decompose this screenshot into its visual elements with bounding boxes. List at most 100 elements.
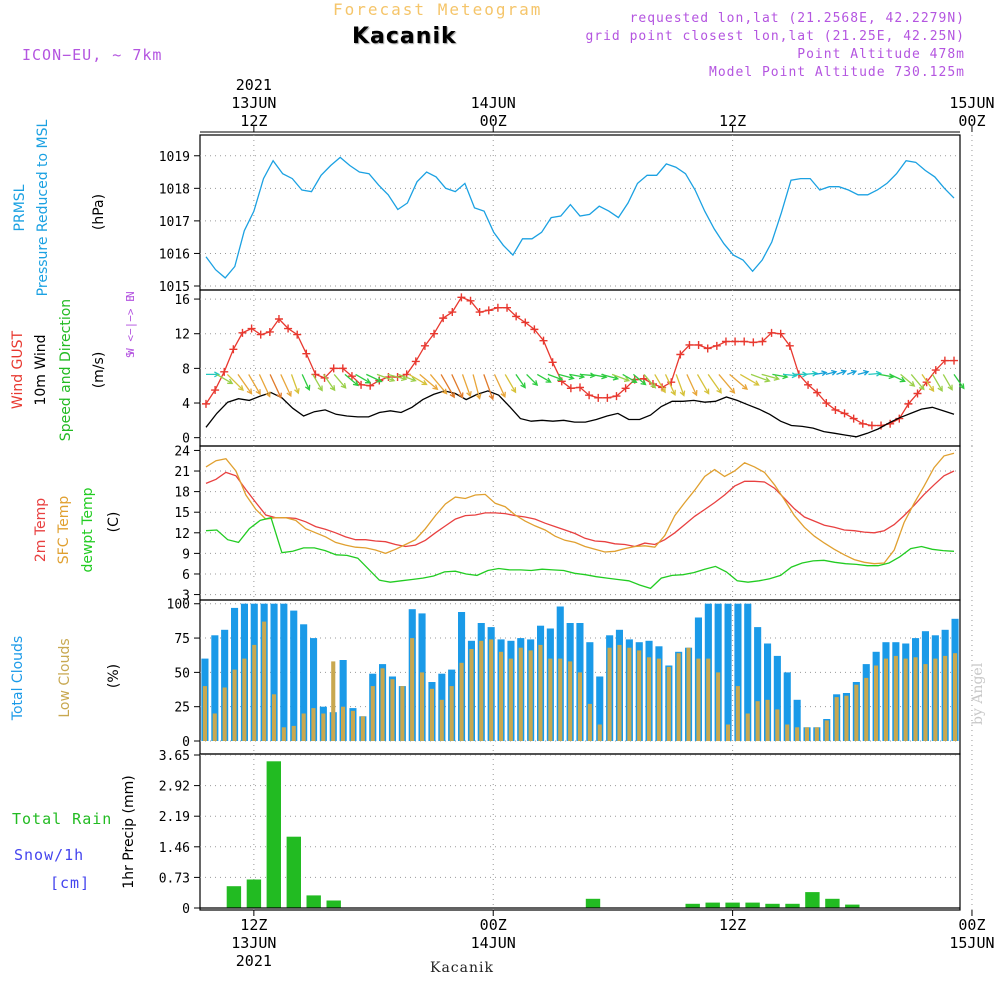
bar bbox=[489, 639, 494, 741]
temp-unit: (C) bbox=[106, 512, 122, 533]
bar bbox=[745, 713, 750, 741]
bar bbox=[785, 903, 800, 908]
wind-arrow bbox=[857, 369, 870, 376]
y-tick-label: 0 bbox=[182, 432, 190, 447]
bottom-axis-label: 12Z bbox=[719, 916, 746, 934]
wind-arrow bbox=[622, 373, 638, 383]
bar bbox=[805, 892, 820, 908]
bar bbox=[647, 657, 652, 741]
bar bbox=[735, 686, 740, 741]
bar bbox=[232, 669, 237, 741]
wind-arrow bbox=[344, 373, 359, 387]
bar bbox=[883, 658, 888, 741]
wind-arrow bbox=[547, 373, 564, 381]
compass-west-east: W <−|−> E bbox=[124, 295, 137, 355]
bar bbox=[754, 627, 762, 741]
wind-arrow bbox=[846, 369, 858, 376]
y-tick-label: 21 bbox=[174, 465, 190, 480]
bar bbox=[587, 703, 592, 741]
bar bbox=[212, 713, 217, 741]
bar bbox=[705, 902, 720, 908]
gust-marker bbox=[867, 421, 876, 430]
gust-marker bbox=[740, 337, 749, 346]
y-tick-label: 4 bbox=[182, 397, 190, 412]
bar bbox=[923, 664, 928, 741]
snow-title: Snow/1h bbox=[14, 846, 84, 864]
series-line bbox=[205, 390, 955, 438]
bar bbox=[744, 603, 752, 741]
y-tick-label: 1016 bbox=[159, 247, 190, 262]
wind-arrow bbox=[237, 374, 253, 395]
bar bbox=[222, 687, 227, 741]
bar bbox=[306, 895, 321, 908]
wind-arrow bbox=[429, 373, 448, 395]
bar bbox=[596, 676, 604, 741]
wind-arrow bbox=[921, 374, 935, 393]
bars-low-clouds bbox=[202, 621, 958, 741]
bar bbox=[290, 610, 298, 741]
bar bbox=[528, 650, 533, 741]
series-10m-wind bbox=[205, 390, 955, 438]
bar bbox=[844, 695, 849, 741]
bar bbox=[508, 658, 513, 741]
top-axis-label: 13JUN bbox=[231, 94, 276, 112]
gust-marker bbox=[758, 337, 767, 346]
gust-marker bbox=[329, 364, 338, 373]
wind-arrow bbox=[451, 374, 464, 399]
series-2m-temp bbox=[205, 470, 955, 548]
top-axis-label: 12Z bbox=[240, 112, 267, 130]
gust-marker bbox=[849, 414, 858, 423]
wind-arrow bbox=[889, 373, 906, 383]
gust-marker bbox=[466, 296, 475, 305]
top-axis-label: 14JUN bbox=[471, 94, 516, 112]
gust-marker bbox=[357, 380, 366, 389]
y-tick-label: 24 bbox=[174, 444, 190, 459]
direction-title: Speed and Direction bbox=[58, 299, 74, 441]
wind-arrow bbox=[206, 371, 221, 378]
gust-marker bbox=[767, 328, 776, 337]
bar bbox=[246, 879, 262, 908]
gust-marker bbox=[265, 327, 274, 336]
y-tick-label: 50 bbox=[174, 666, 190, 681]
series-line bbox=[205, 452, 955, 565]
bar bbox=[773, 655, 781, 741]
wind-arrow bbox=[900, 373, 916, 387]
gust-marker bbox=[731, 337, 740, 346]
gust-marker bbox=[576, 383, 584, 392]
gust-title: Wind GUST bbox=[10, 330, 26, 409]
gust-marker bbox=[904, 399, 913, 408]
wind-arrow bbox=[290, 374, 300, 395]
gust-marker bbox=[220, 367, 229, 376]
bar bbox=[449, 686, 454, 741]
bottom-axis-label: 00Z bbox=[958, 916, 985, 934]
gust-marker bbox=[530, 325, 539, 334]
gust-marker bbox=[804, 380, 813, 389]
bar bbox=[311, 708, 316, 741]
bar bbox=[696, 658, 701, 741]
model-name: ICON−EU, ~ 7km bbox=[22, 46, 163, 64]
panel-frame-temperature bbox=[199, 445, 961, 601]
gust-marker bbox=[503, 303, 512, 312]
wind-arrow bbox=[419, 373, 439, 391]
wind-arrow bbox=[761, 373, 780, 381]
y-tick-label: 1019 bbox=[159, 150, 190, 165]
wind-arrow bbox=[333, 373, 347, 389]
bar bbox=[390, 679, 395, 741]
wind-compass: NW <−|−> ES bbox=[124, 291, 137, 358]
wind-arrow bbox=[611, 373, 631, 382]
panel-frame-precip bbox=[199, 753, 961, 911]
gust-marker bbox=[484, 306, 493, 315]
bar bbox=[499, 651, 504, 741]
gust-marker bbox=[475, 308, 484, 317]
series-line bbox=[205, 470, 955, 548]
wind-arrow bbox=[782, 372, 798, 379]
bar bbox=[617, 644, 622, 741]
gust-marker bbox=[831, 405, 840, 414]
bar bbox=[226, 886, 242, 908]
bar bbox=[845, 904, 860, 908]
bar bbox=[291, 725, 296, 741]
wind-arrow bbox=[750, 373, 771, 383]
bar bbox=[804, 727, 809, 741]
y-tick-label: 8 bbox=[182, 362, 190, 377]
